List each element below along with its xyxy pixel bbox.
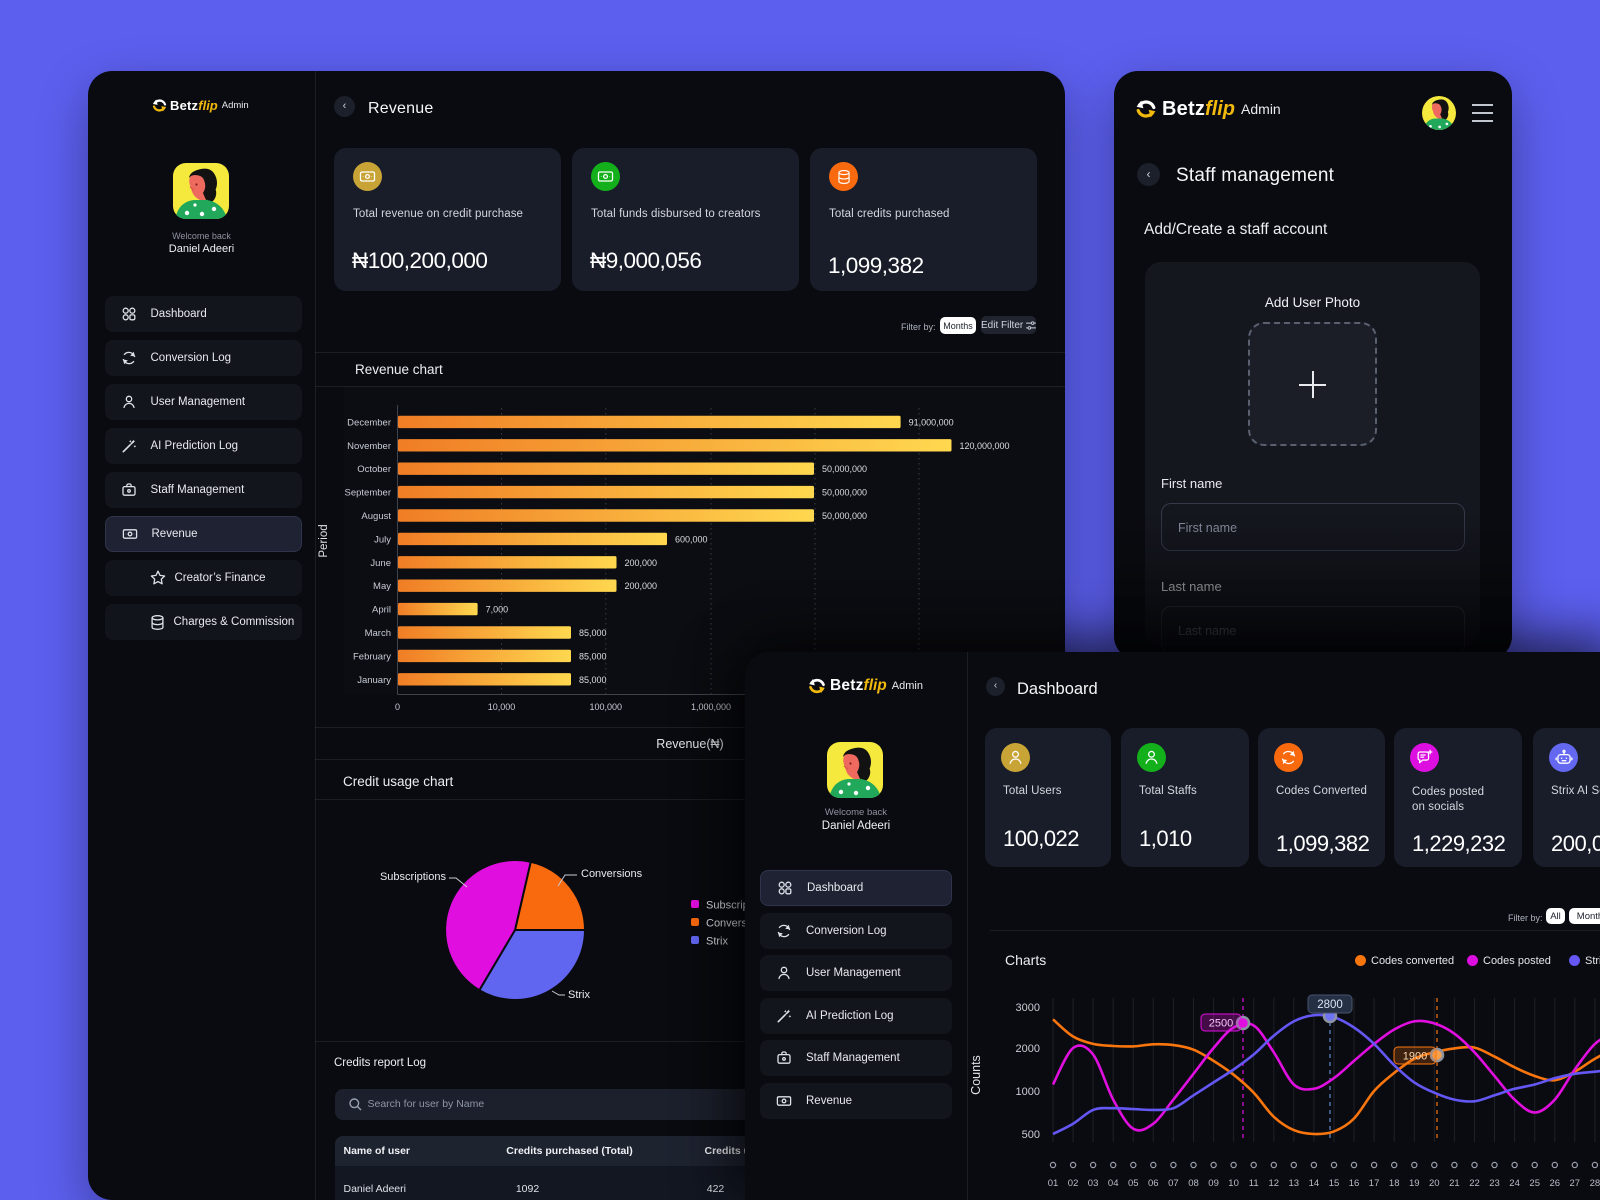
svg-text:50,000,000: 50,000,000 [822, 511, 867, 521]
svg-text:500: 500 [1022, 1129, 1040, 1141]
svg-text:21: 21 [1449, 1178, 1460, 1189]
svg-text:27: 27 [1570, 1178, 1581, 1189]
svg-text:April: April [372, 605, 391, 616]
svg-text:June: June [370, 558, 391, 569]
svg-text:Strix: Strix [706, 936, 729, 948]
svg-text:25: 25 [1529, 1178, 1540, 1189]
svg-text:14: 14 [1309, 1178, 1320, 1189]
svg-text:2500: 2500 [1209, 1018, 1233, 1030]
svg-text:20: 20 [1429, 1178, 1440, 1189]
svg-text:Subscriptions: Subscriptions [380, 871, 447, 883]
svg-text:2000: 2000 [1016, 1043, 1040, 1055]
svg-text:85,000: 85,000 [579, 628, 607, 638]
svg-text:200,000: 200,000 [625, 581, 658, 591]
svg-text:50,000,000: 50,000,000 [822, 464, 867, 474]
svg-text:12: 12 [1269, 1178, 1280, 1189]
svg-text:24: 24 [1509, 1178, 1520, 1189]
svg-text:January: January [357, 675, 391, 686]
svg-text:3000: 3000 [1016, 1002, 1040, 1014]
svg-text:50,000,000: 50,000,000 [822, 488, 867, 498]
svg-text:120,000,000: 120,000,000 [960, 441, 1010, 451]
svg-text:06: 06 [1148, 1178, 1159, 1189]
svg-text:18: 18 [1389, 1178, 1400, 1189]
svg-text:91,000,000: 91,000,000 [909, 417, 954, 427]
svg-text:200,000: 200,000 [625, 558, 658, 568]
svg-text:28: 28 [1590, 1178, 1600, 1189]
svg-text:26: 26 [1550, 1178, 1561, 1189]
svg-text:23: 23 [1489, 1178, 1500, 1189]
svg-text:Counts: Counts [969, 1055, 983, 1095]
svg-text:May: May [373, 581, 391, 592]
svg-text:17: 17 [1369, 1178, 1380, 1189]
svg-text:04: 04 [1108, 1178, 1119, 1189]
svg-text:02: 02 [1068, 1178, 1079, 1189]
svg-text:1000: 1000 [1016, 1086, 1040, 1098]
svg-text:03: 03 [1088, 1178, 1099, 1189]
svg-text:08: 08 [1188, 1178, 1199, 1189]
svg-text:13: 13 [1289, 1178, 1300, 1189]
svg-text:Period: Period [318, 524, 330, 557]
svg-text:2800: 2800 [1317, 999, 1343, 1011]
svg-text:09: 09 [1208, 1178, 1219, 1189]
svg-text:February: February [353, 651, 391, 662]
svg-text:1900: 1900 [1403, 1051, 1427, 1063]
svg-text:07: 07 [1168, 1178, 1179, 1189]
svg-text:Conversions: Conversions [581, 868, 643, 880]
svg-text:22: 22 [1469, 1178, 1480, 1189]
svg-text:10: 10 [1228, 1178, 1239, 1189]
svg-text:19: 19 [1409, 1178, 1420, 1189]
svg-text:01: 01 [1048, 1178, 1059, 1189]
svg-text:August: August [361, 511, 391, 522]
svg-text:7,000: 7,000 [486, 605, 509, 615]
svg-text:October: October [357, 464, 391, 475]
svg-text:10,000: 10,000 [488, 702, 516, 712]
svg-text:600,000: 600,000 [675, 534, 708, 544]
svg-text:November: November [347, 441, 391, 452]
svg-text:100,000: 100,000 [590, 702, 623, 712]
svg-text:March: March [365, 628, 391, 639]
svg-text:December: December [347, 417, 391, 428]
svg-text:15: 15 [1329, 1178, 1340, 1189]
svg-text:16: 16 [1349, 1178, 1360, 1189]
svg-text:85,000: 85,000 [579, 651, 607, 661]
svg-text:0: 0 [395, 702, 400, 712]
svg-text:July: July [374, 534, 391, 545]
svg-text:11: 11 [1249, 1178, 1259, 1189]
svg-text:September: September [345, 488, 391, 499]
svg-text:Strix: Strix [568, 989, 591, 1001]
svg-text:05: 05 [1128, 1178, 1139, 1189]
svg-text:1,000,000: 1,000,000 [691, 702, 731, 712]
svg-text:85,000: 85,000 [579, 675, 607, 685]
